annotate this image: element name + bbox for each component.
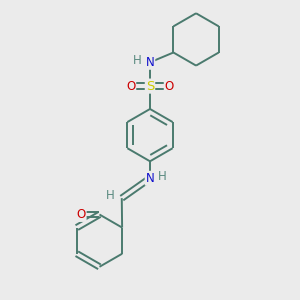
Text: O: O [126, 80, 135, 93]
Text: N: N [146, 172, 154, 185]
Text: S: S [146, 80, 154, 93]
Text: O: O [76, 208, 86, 221]
Text: H: H [158, 170, 167, 183]
Text: O: O [165, 80, 174, 93]
Text: H: H [133, 54, 142, 67]
Text: H: H [106, 189, 115, 202]
Text: N: N [146, 56, 154, 69]
